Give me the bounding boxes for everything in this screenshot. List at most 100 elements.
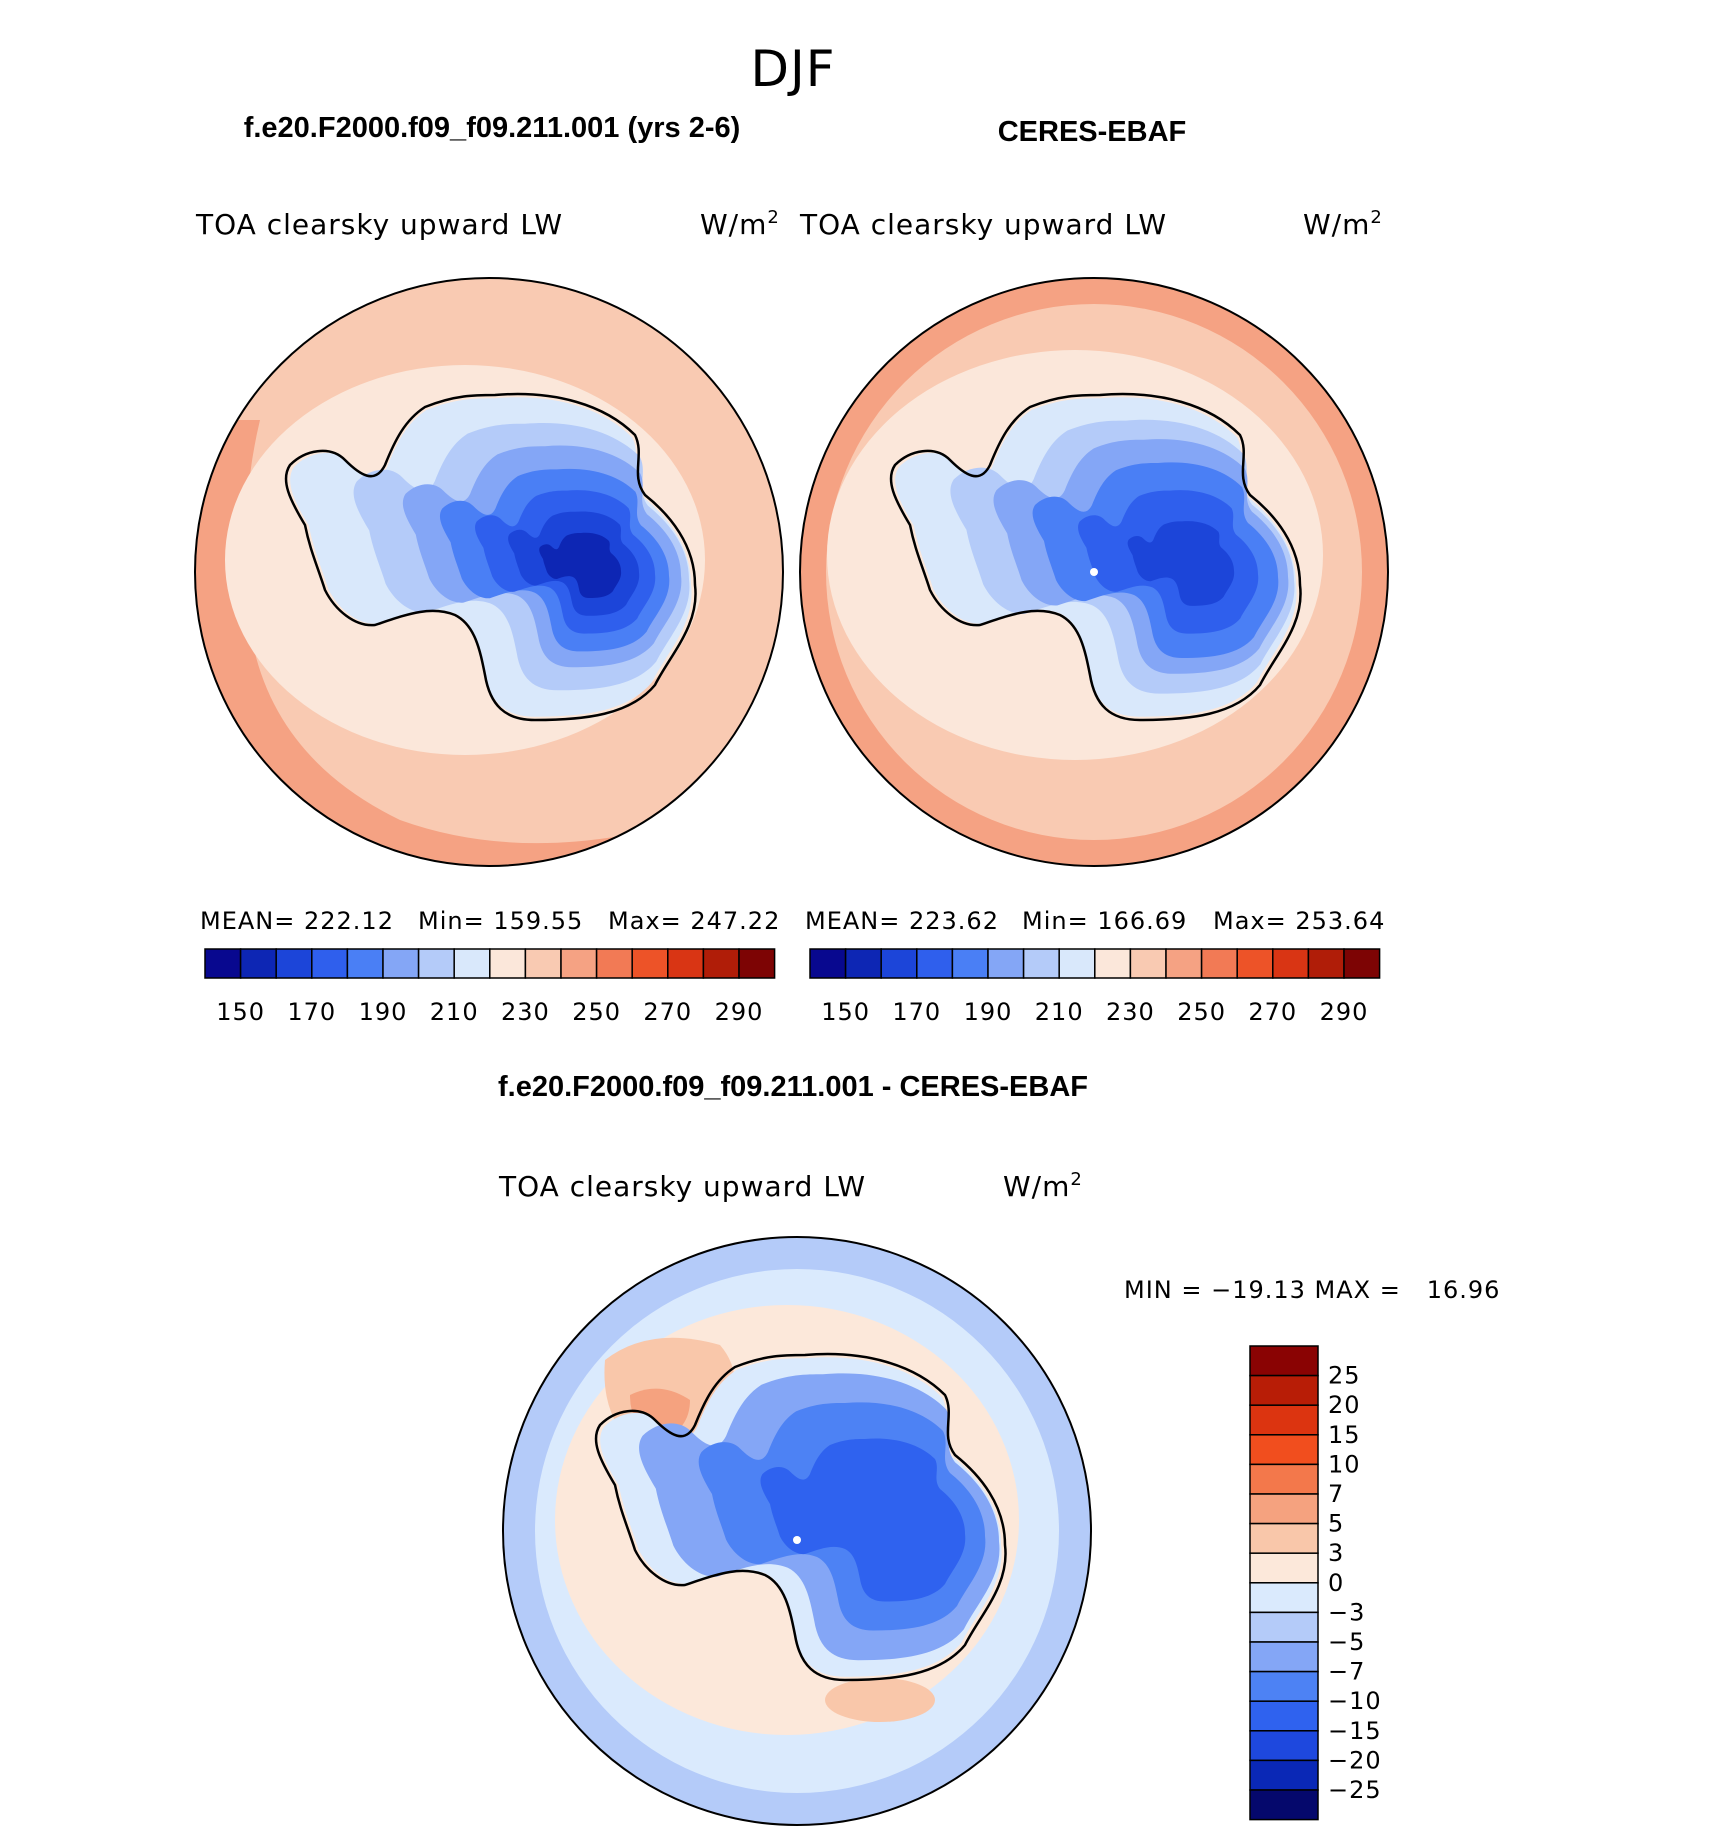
- colorbar-diff-swatch: [1249, 1641, 1319, 1673]
- colorbar-diff-swatch: [1249, 1493, 1319, 1525]
- colorbar-diff-tick: −5: [1328, 1628, 1365, 1656]
- colorbar-obs-tick: 250: [1177, 998, 1226, 1026]
- colorbar-diff-swatch: [1249, 1434, 1319, 1466]
- colorbar-diff-tick: 25: [1328, 1362, 1361, 1390]
- panel-model: f.e20.F2000.f09_f09.211.001 (yrs 2-6) TO…: [194, 112, 784, 1026]
- colorbar-obs-tick: 150: [821, 998, 870, 1026]
- colorbar-obs-swatch: [809, 948, 847, 979]
- colorbar-model-swatch: [275, 948, 313, 979]
- colorbar-diff-swatch: [1249, 1611, 1319, 1643]
- colorbar-model-tick: 210: [430, 998, 479, 1026]
- colorbar-model-tick: 250: [572, 998, 621, 1026]
- colorbar-obs-tick: 290: [1320, 998, 1369, 1026]
- colorbar-diff-tick: −10: [1328, 1687, 1382, 1715]
- map-diff-pole-dot: [793, 1536, 801, 1544]
- map-obs-border: [799, 277, 1389, 867]
- colorbar-diff-tick: −20: [1328, 1746, 1382, 1774]
- colorbar-diff-tick: −15: [1328, 1717, 1382, 1745]
- colorbar-model-swatch: [524, 948, 562, 979]
- panel-obs-mean: MEAN= 223.62: [805, 907, 999, 935]
- colorbar-model-swatch: [489, 948, 527, 979]
- map-diff-warm-patch-south: [825, 1678, 935, 1722]
- colorbar-diff-tick: 5: [1328, 1510, 1344, 1538]
- map-model-border: [194, 277, 784, 867]
- colorbar-model-swatch: [738, 948, 776, 979]
- colorbar-diff-tick: −7: [1328, 1658, 1365, 1686]
- colorbar-model-tick: 230: [501, 998, 550, 1026]
- map-model: [195, 278, 783, 866]
- panel-model-case-title: f.e20.F2000.f09_f09.211.001 (yrs 2-6): [244, 112, 741, 144]
- colorbar-diff-swatch: [1249, 1670, 1319, 1702]
- colorbar-obs-swatch: [844, 948, 882, 979]
- colorbar-obs-swatch: [1200, 948, 1238, 979]
- colorbar-diff-swatch: [1249, 1759, 1319, 1791]
- colorbar-diff-tick: −25: [1328, 1776, 1382, 1804]
- colorbar-obs-swatch: [1129, 948, 1167, 979]
- colorbar-obs-swatch: [1022, 948, 1060, 979]
- colorbar-diff-tick: 0: [1328, 1569, 1344, 1597]
- colorbar-diff-tick: 7: [1328, 1480, 1344, 1508]
- colorbar-model-tick: 270: [643, 998, 692, 1026]
- colorbar-model: 150 170 190 210 230 250 270 290: [204, 948, 776, 1026]
- colorbar-obs-swatch: [916, 948, 954, 979]
- panel-model-min: Min= 159.55: [418, 907, 583, 935]
- panel-obs-max: Max= 253.64: [1213, 907, 1385, 935]
- colorbar-obs-swatch: [1236, 948, 1274, 979]
- colorbar-obs-tick: 190: [964, 998, 1013, 1026]
- colorbar-model-swatch: [631, 948, 669, 979]
- colorbar-model-swatch: [595, 948, 633, 979]
- colorbar-diff-swatch: [1249, 1345, 1319, 1377]
- colorbar-obs-tick: 170: [892, 998, 941, 1026]
- colorbar-diff-swatch: [1249, 1582, 1319, 1614]
- panel-model-units: W/m2: [700, 207, 780, 241]
- colorbar-model-swatch: [311, 948, 349, 979]
- colorbar-diff-swatch: [1249, 1522, 1319, 1554]
- colorbar-model-tick: 290: [715, 998, 764, 1026]
- colorbar-obs-swatch: [951, 948, 989, 979]
- panel-obs-min: Min= 166.69: [1022, 907, 1187, 935]
- colorbar-obs-tick: 230: [1106, 998, 1155, 1026]
- panel-obs-case-title: CERES-EBAF: [998, 116, 1187, 148]
- colorbar-model-tick: 170: [287, 998, 336, 1026]
- colorbar-obs-swatch: [1343, 948, 1381, 979]
- colorbar-diff-swatch: [1249, 1374, 1319, 1406]
- colorbar-model-swatch: [702, 948, 740, 979]
- colorbar-diff-tick: 20: [1328, 1391, 1361, 1419]
- colorbar-diff-swatch: [1249, 1789, 1319, 1821]
- colorbar-model-tick: 150: [216, 998, 265, 1026]
- panel-model-max: Max= 247.22: [608, 907, 780, 935]
- map-diff: [503, 1237, 1091, 1825]
- colorbar-diff-swatch: [1249, 1463, 1319, 1495]
- panel-model-variable: TOA clearsky upward LW: [195, 208, 563, 241]
- colorbar-diff-swatch: [1249, 1404, 1319, 1436]
- panel-diff-minmax: MIN = −19.13 MAX = 16.96: [1124, 1276, 1500, 1304]
- page-title: DJF: [750, 40, 835, 98]
- colorbar-diff-tick: −3: [1328, 1598, 1365, 1626]
- colorbar-model-swatch: [417, 948, 455, 979]
- map-obs: [800, 278, 1388, 866]
- colorbar-obs-swatch: [1094, 948, 1132, 979]
- colorbar-model-swatch: [667, 948, 705, 979]
- colorbar-model-swatch: [560, 948, 598, 979]
- colorbar-obs-swatch: [1272, 948, 1310, 979]
- colorbar-model-tick: 190: [359, 998, 408, 1026]
- colorbar-diff-swatch: [1249, 1730, 1319, 1762]
- map-obs-pole-dot: [1090, 568, 1098, 576]
- colorbar-diff-tick: 3: [1328, 1539, 1344, 1567]
- panel-obs-variable: TOA clearsky upward LW: [799, 208, 1167, 241]
- colorbar-diff-tick: 10: [1328, 1450, 1361, 1478]
- colorbar-obs-swatch: [1058, 948, 1096, 979]
- colorbar-obs-tick: 210: [1035, 998, 1084, 1026]
- colorbar-model-swatch: [382, 948, 420, 979]
- panel-diff-variable: TOA clearsky upward LW: [498, 1170, 866, 1203]
- colorbar-obs-swatch: [1307, 948, 1345, 979]
- colorbar-diff-tick: 15: [1328, 1421, 1361, 1449]
- map-diff-border: [502, 1236, 1092, 1826]
- panel-diff: f.e20.F2000.f09_f09.211.001 - CERES-EBAF…: [498, 1071, 1500, 1826]
- panel-diff-case-title: f.e20.F2000.f09_f09.211.001 - CERES-EBAF: [498, 1071, 1088, 1103]
- colorbar-model-swatch: [204, 948, 242, 979]
- colorbar-diff-swatch: [1249, 1552, 1319, 1584]
- colorbar-obs-swatch: [987, 948, 1025, 979]
